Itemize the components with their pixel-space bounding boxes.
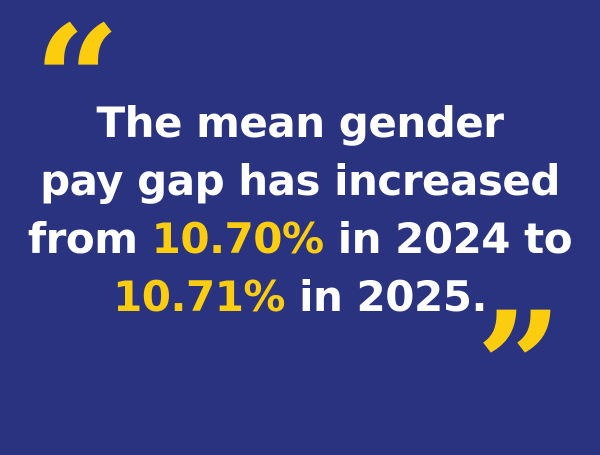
quote-line-1: The mean gender: [96, 98, 504, 147]
quote-line-4: 10.71% in 2025.: [0, 268, 600, 326]
quote-card: “ The mean gender pay gap has increased …: [0, 0, 600, 442]
quote-line-3-start: from: [27, 214, 152, 263]
quote-line-3: from 10.70% in 2024 to: [0, 210, 600, 268]
quote-line-3-end: in 2024 to: [323, 214, 573, 263]
value-2024: 10.70%: [151, 214, 324, 263]
quote-line-2: pay gap has increased: [40, 156, 560, 205]
quote-line-4-end: in 2025.: [285, 272, 487, 321]
value-2025: 10.71%: [113, 272, 286, 321]
close-quote-icon: ”: [476, 279, 563, 455]
quote-text: The mean gender pay gap has increased fr…: [0, 94, 600, 326]
open-quote-icon: “: [34, 0, 121, 169]
